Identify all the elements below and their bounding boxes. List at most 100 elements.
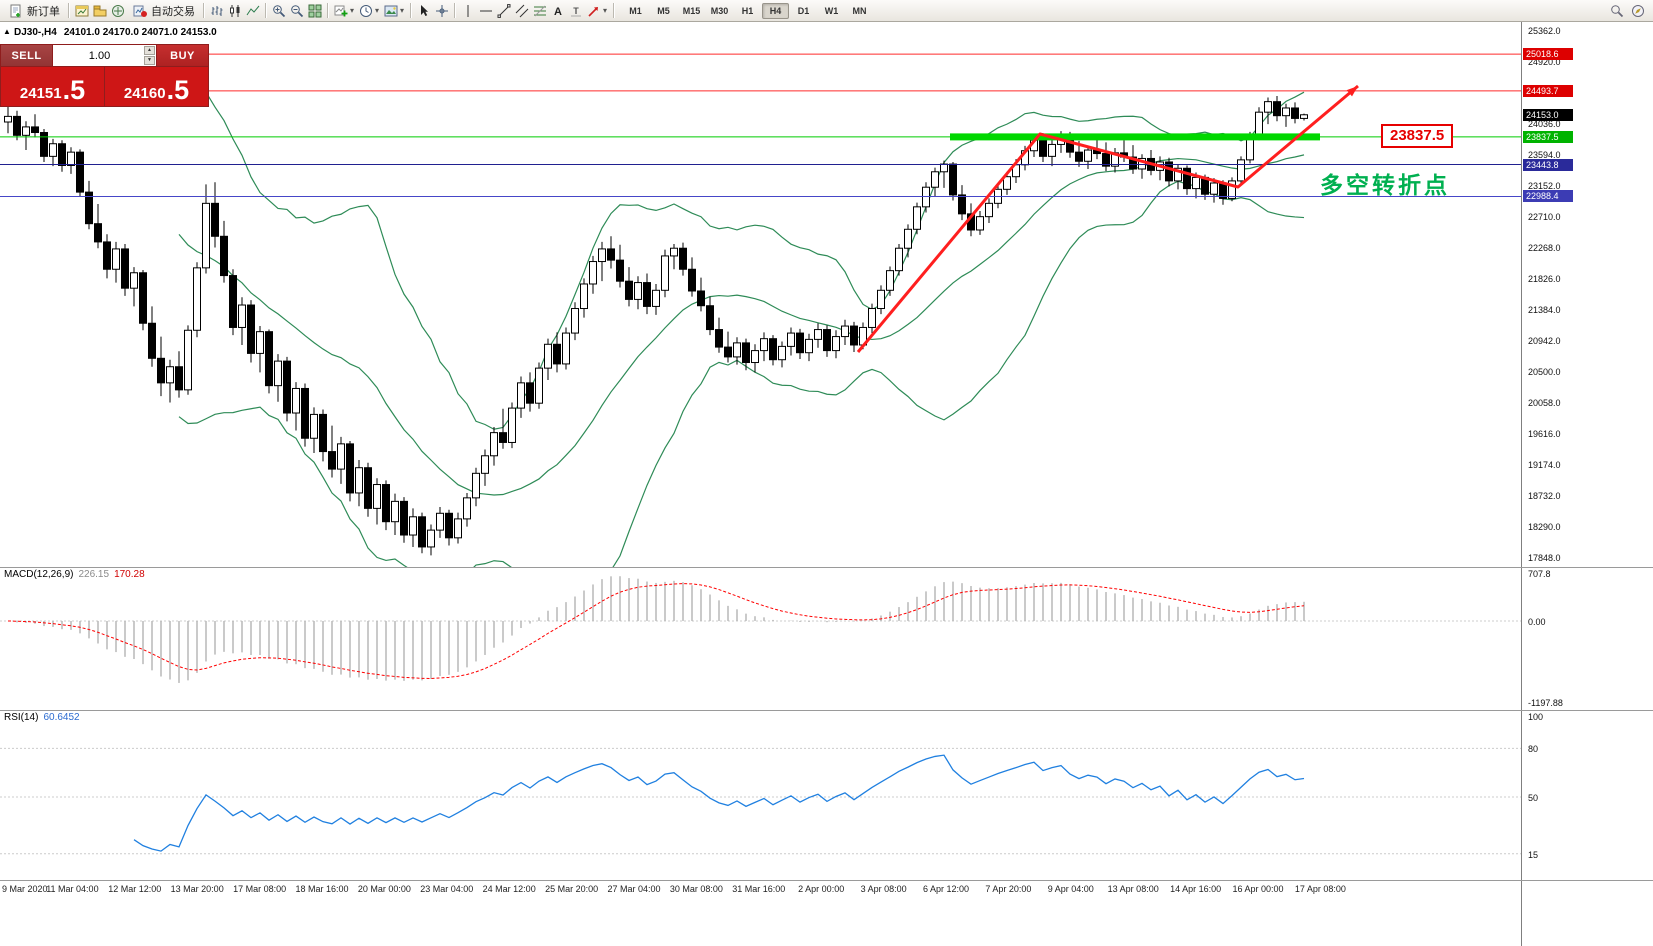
bar-chart-icon[interactable] xyxy=(208,2,225,19)
macd-axis-label: 707.8 xyxy=(1528,569,1551,580)
toolbar: 新订单 自动交易 xyxy=(0,0,1653,22)
text-icon[interactable]: A xyxy=(549,2,566,19)
new-chart-icon[interactable] xyxy=(73,2,90,19)
pane-separator xyxy=(0,880,1653,881)
timeframe-mn[interactable]: MN xyxy=(852,5,867,16)
timeframe-d1[interactable]: D1 xyxy=(797,5,810,16)
time-axis-label: 7 Apr 20:00 xyxy=(985,884,1032,894)
trendline-icon[interactable] xyxy=(495,2,512,19)
tile-windows-icon[interactable] xyxy=(306,2,323,19)
time-axis-label: 11 Mar 04:00 xyxy=(46,884,99,894)
price-axis[interactable]: 25362.024920.024478.024036.023594.023152… xyxy=(1521,22,1653,946)
timeframe-m1[interactable]: M1 xyxy=(629,5,642,16)
arrow-object-icon[interactable] xyxy=(585,2,602,19)
price-annotation-label: 23837.5 xyxy=(1381,124,1454,148)
cursor-icon[interactable] xyxy=(415,2,432,19)
time-axis-label: 31 Mar 16:00 xyxy=(732,884,786,894)
toolbar-divider xyxy=(454,3,455,18)
auto-trading-icon xyxy=(131,2,148,19)
macd-signal-value: 170.28 xyxy=(114,569,145,580)
vertical-line-icon[interactable] xyxy=(459,2,476,19)
pane-separator[interactable] xyxy=(0,710,1653,711)
svg-text:T: T xyxy=(573,6,579,16)
indicators-dropdown[interactable]: ▾ xyxy=(349,6,354,15)
candlestick-chart-icon[interactable] xyxy=(226,2,243,19)
text-label-icon[interactable]: T xyxy=(567,2,584,19)
sell-price-tile[interactable]: 24151 .5 xyxy=(1,67,104,106)
toolbar-divider xyxy=(68,3,69,18)
timeframe-m30[interactable]: M30 xyxy=(710,5,729,16)
search-icon[interactable] xyxy=(1608,2,1625,19)
price-axis-label: 19616.0 xyxy=(1528,428,1561,439)
sell-button[interactable]: SELL xyxy=(1,45,52,66)
navigator-icon[interactable] xyxy=(109,2,126,19)
templates-dropdown[interactable]: ▾ xyxy=(399,6,404,15)
price-axis-label: 22710.0 xyxy=(1528,211,1561,222)
indicators-icon[interactable] xyxy=(332,2,349,19)
periods-icon[interactable] xyxy=(357,2,374,19)
time-axis-label: 27 Mar 04:00 xyxy=(607,884,661,894)
price-axis-label: 22268.0 xyxy=(1528,242,1561,253)
rsi-axis-label: 50 xyxy=(1528,793,1539,803)
equidistant-channel-icon[interactable] xyxy=(513,2,530,19)
rsi-axis-label: 15 xyxy=(1528,849,1539,860)
time-axis-label: 12 Mar 12:00 xyxy=(108,884,162,894)
timeframe-h4[interactable]: H4 xyxy=(762,2,789,19)
profiles-icon[interactable] xyxy=(91,2,108,19)
time-axis-label: 17 Apr 08:00 xyxy=(1294,884,1346,894)
line-chart-icon[interactable] xyxy=(244,2,261,19)
timeframe-h1[interactable]: H1 xyxy=(741,5,754,16)
price-axis-label: 25362.0 xyxy=(1528,25,1561,36)
price-line-badge: 23443.8 xyxy=(1523,158,1573,171)
chart-header: DJ30-,H4 24101.0 24170.0 24071.0 24153.0 xyxy=(14,27,217,38)
toolbar-divider xyxy=(613,3,614,18)
community-icon[interactable] xyxy=(1629,2,1646,19)
time-axis-label: 9 Apr 04:00 xyxy=(1047,884,1094,894)
price-line-badge: 25018.6 xyxy=(1523,48,1573,61)
time-axis-label: 16 Apr 00:00 xyxy=(1232,884,1284,894)
periods-dropdown[interactable]: ▾ xyxy=(374,6,379,15)
crosshair-icon[interactable] xyxy=(433,2,450,19)
zoom-in-icon[interactable] xyxy=(270,2,287,19)
volume-down-button[interactable]: ▼ xyxy=(144,56,155,65)
time-axis-label: 9 Mar 2020 xyxy=(2,884,48,894)
one-click-trading-panel: SELL ▲ ▼ BUY 24151 .5 24160 .5 xyxy=(0,44,209,107)
macd-axis-label: -1197.88 xyxy=(1528,697,1563,708)
timeframe-m5[interactable]: M5 xyxy=(657,5,670,16)
buy-button[interactable]: BUY xyxy=(157,45,208,66)
volume-up-button[interactable]: ▲ xyxy=(144,46,155,55)
rsi-canvas[interactable] xyxy=(0,710,1521,880)
horizontal-line-icon[interactable] xyxy=(477,2,494,19)
price-axis-label: 19174.0 xyxy=(1528,459,1561,470)
templates-icon[interactable] xyxy=(382,2,399,19)
price-axis-label: 23152.0 xyxy=(1528,180,1561,191)
toolbar-right-group xyxy=(1608,2,1650,19)
volume-input[interactable] xyxy=(53,45,156,66)
price-line-badge: 23837.5 xyxy=(1523,130,1573,143)
sell-price-main: 24151 xyxy=(19,85,62,102)
buy-price-big-digit: .5 xyxy=(166,75,190,105)
price-axis-label: 21826.0 xyxy=(1528,273,1561,284)
svg-text:A: A xyxy=(554,6,562,18)
cn-annotation-text: 多空转折点 xyxy=(1320,172,1450,198)
zoom-out-icon[interactable] xyxy=(288,2,305,19)
auto-trading-button[interactable]: 自动交易 xyxy=(127,2,199,20)
price-axis-label: 24036.0 xyxy=(1528,118,1561,129)
timeframe-m15[interactable]: M15 xyxy=(682,5,701,16)
macd-canvas[interactable] xyxy=(0,567,1521,710)
time-axis[interactable]: 9 Mar 2020 11 Mar 04:00 12 Mar 12:00 13 Mar… xyxy=(0,880,1521,898)
buy-price-tile[interactable]: 24160 .5 xyxy=(105,67,208,106)
pane-separator[interactable] xyxy=(0,567,1653,568)
main-chart-canvas[interactable] xyxy=(0,22,1521,567)
auto-trading-label: 自动交易 xyxy=(151,5,195,18)
one-click-toggle-icon[interactable]: ▲ xyxy=(3,27,11,36)
shapes-dropdown[interactable]: ▾ xyxy=(602,6,607,15)
rsi-axis-label: 100 xyxy=(1528,712,1544,722)
time-axis-label: 17 Mar 08:00 xyxy=(233,884,287,894)
time-axis-label: 20 Mar 00:00 xyxy=(357,884,411,894)
new-order-button[interactable]: 新订单 xyxy=(3,2,64,20)
chart-ohlc-values: 24101.0 24170.0 24071.0 24153.0 xyxy=(63,27,217,38)
fibonacci-icon[interactable] xyxy=(531,2,548,19)
timeframe-w1[interactable]: W1 xyxy=(824,5,839,16)
